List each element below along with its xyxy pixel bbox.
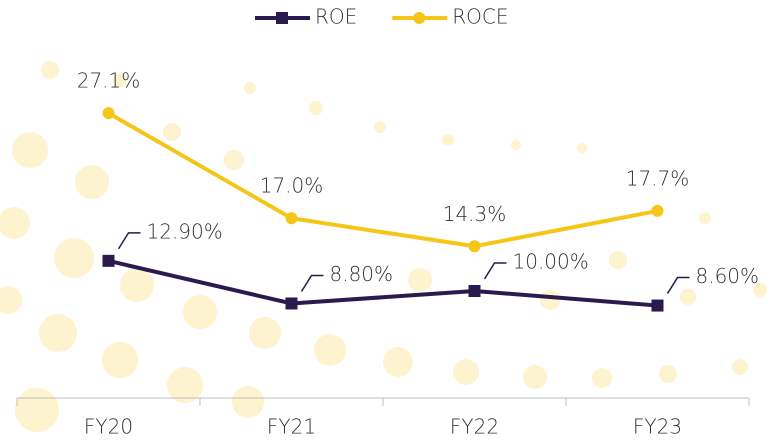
point bbox=[286, 212, 298, 224]
x-tick-label: FY22 bbox=[450, 415, 499, 439]
data-label: 10.00% bbox=[513, 250, 589, 274]
point bbox=[652, 205, 664, 217]
point bbox=[103, 255, 115, 267]
label-leader bbox=[302, 275, 324, 291]
point bbox=[286, 297, 298, 309]
point bbox=[652, 300, 664, 312]
x-tick-label: FY23 bbox=[633, 415, 682, 439]
legend-label: ROCE bbox=[452, 5, 508, 29]
label-leader bbox=[485, 263, 507, 279]
data-label: 17.7% bbox=[626, 166, 690, 190]
point bbox=[469, 285, 481, 297]
data-label: 8.80% bbox=[330, 262, 394, 286]
legend-marker bbox=[413, 12, 425, 24]
x-tick-label: FY21 bbox=[267, 415, 316, 439]
data-label: 12.90% bbox=[147, 219, 223, 243]
label-leader bbox=[119, 233, 141, 249]
legend-marker bbox=[276, 12, 288, 24]
legend-label: ROE bbox=[315, 5, 357, 29]
category-separators bbox=[17, 398, 749, 406]
data-label: 17.0% bbox=[260, 174, 324, 198]
data-label: 27.1% bbox=[77, 69, 141, 93]
chart: FY20 FY21 FY22 FY23 ROE ROCE 12.90% 8.80% 10.00%… bbox=[0, 0, 769, 443]
data-label: 14.3% bbox=[443, 202, 507, 226]
data-label: 8.60% bbox=[696, 264, 760, 288]
point bbox=[469, 240, 481, 252]
point bbox=[103, 107, 115, 119]
x-tick-label: FY20 bbox=[84, 415, 133, 439]
